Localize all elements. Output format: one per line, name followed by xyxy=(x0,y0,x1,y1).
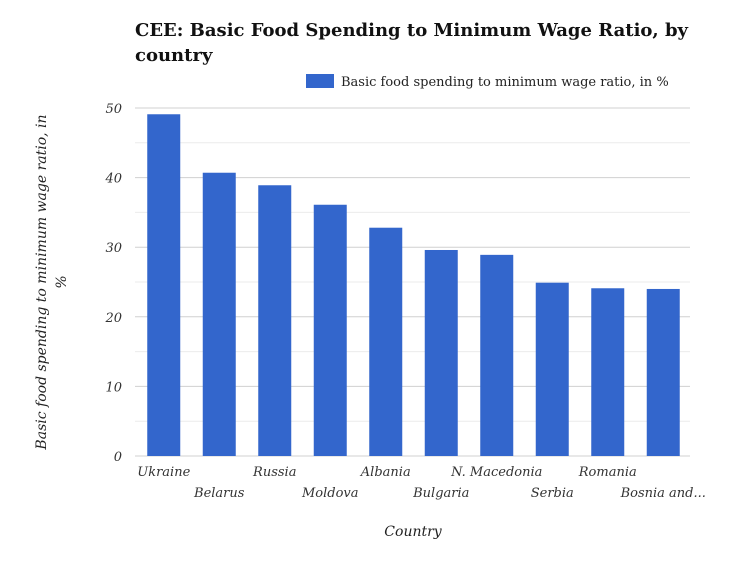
bar-belarus[interactable] xyxy=(202,172,236,456)
bar-serbia[interactable] xyxy=(535,282,569,456)
x-axis-label: Country xyxy=(384,524,442,540)
bar-albania[interactable] xyxy=(369,227,403,456)
x-tick-label: Ukraine xyxy=(137,465,190,480)
legend-label[interactable]: Basic food spending to minimum wage rati… xyxy=(341,75,669,90)
y-tick-label: 40 xyxy=(104,172,122,187)
bar-moldova[interactable] xyxy=(313,204,347,456)
chart-title-line2: country xyxy=(135,45,213,66)
legend-swatch xyxy=(306,74,334,88)
bar-ukraine[interactable] xyxy=(147,114,181,456)
x-tick-label: Russia xyxy=(252,465,296,480)
x-tick-label: Serbia xyxy=(531,486,574,501)
x-tick-label: Bulgaria xyxy=(412,486,469,501)
y-tick-label: 0 xyxy=(114,450,122,465)
y-tick-label: 30 xyxy=(105,241,122,256)
bar-n-macedonia[interactable] xyxy=(480,254,514,456)
y-axis-label-line2: % xyxy=(54,275,70,288)
y-axis-label-line1: Basic food spending to minimum wage rati… xyxy=(34,114,50,450)
x-tick-label: Moldova xyxy=(301,486,359,501)
y-tick-label: 50 xyxy=(105,102,122,117)
chart-title-line1: CEE: Basic Food Spending to Minimum Wage… xyxy=(135,20,689,41)
bar-bosnia-and-[interactable] xyxy=(646,288,680,456)
y-tick-label: 20 xyxy=(104,311,122,326)
x-tick-label: Belarus xyxy=(193,486,245,501)
x-tick-label: Bosnia and... xyxy=(620,486,706,501)
x-tick-label: Albania xyxy=(360,465,411,480)
bar-russia[interactable] xyxy=(258,185,292,457)
x-tick-label: N. Macedonia xyxy=(450,465,542,480)
y-tick-label: 10 xyxy=(105,380,122,395)
x-tick-label: Romania xyxy=(578,465,637,480)
bar-romania[interactable] xyxy=(591,288,625,456)
bar-bulgaria[interactable] xyxy=(424,249,458,456)
